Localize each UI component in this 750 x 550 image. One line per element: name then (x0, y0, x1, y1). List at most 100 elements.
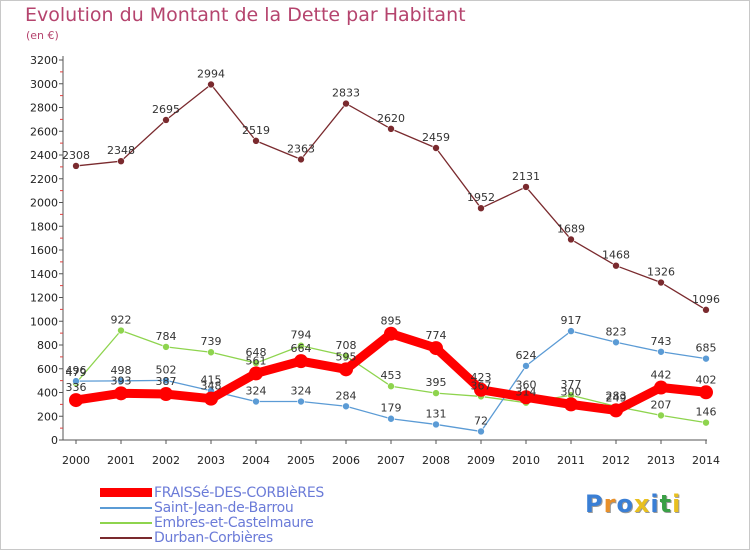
y-tick-label: 3000 (30, 78, 58, 91)
y-tick-label: 1000 (30, 315, 58, 328)
series-point-3 (477, 204, 485, 212)
y-tick-label: 1400 (30, 268, 58, 281)
legend-label-1: Saint-Jean-de-Barrou (154, 499, 294, 516)
series-point-3 (162, 116, 170, 124)
series-point-3 (522, 183, 530, 191)
data-label-0: 664 (291, 342, 312, 355)
series-point-1 (567, 327, 575, 335)
data-label-1: 324 (291, 385, 312, 398)
data-label-3: 2833 (332, 87, 360, 100)
legend-item-2: Embres-et-Castelmaure (100, 515, 324, 531)
y-tick-label: 2200 (30, 173, 58, 186)
chart-axes: 0 200 400 600 800 1000 1200 1400 1600 1800 2000 220… (30, 54, 720, 467)
series-point-0 (474, 382, 488, 397)
data-label-2: 283 (606, 389, 627, 402)
data-label-1: 685 (696, 342, 717, 355)
chart-data-labels: 336 393 387 348 561 664 595 895 774 423 360 300 249 4… (62, 67, 720, 427)
series-point-2 (657, 411, 665, 420)
y-tick-label: 200 (37, 410, 58, 423)
data-label-0: 249 (606, 391, 627, 404)
data-label-2: 708 (336, 339, 357, 352)
series-point-3 (612, 261, 620, 270)
data-label-0: 423 (471, 371, 492, 384)
series-point-1 (702, 354, 710, 363)
y-tick-label: 2400 (30, 149, 58, 162)
logo-letter: t (659, 490, 673, 518)
data-label-2: 922 (111, 314, 132, 327)
series-point-1 (477, 427, 485, 436)
series-point-0 (609, 403, 623, 418)
data-label-1: 624 (516, 349, 537, 362)
data-label-0: 402 (696, 373, 717, 386)
series-point-0 (114, 386, 128, 401)
y-tick-label: 2800 (30, 102, 58, 115)
legend-swatch-0 (100, 488, 152, 497)
series-point-2 (432, 389, 440, 397)
series-point-3 (432, 144, 440, 152)
series-point-1 (432, 420, 440, 429)
series-point-0 (564, 397, 578, 412)
logo-letter: i (650, 490, 660, 518)
series-point-0 (159, 387, 173, 402)
series-point-1 (657, 347, 665, 356)
y-tick-label: 600 (37, 363, 58, 376)
series-point-1 (117, 377, 125, 385)
data-label-2: 739 (201, 335, 222, 348)
series-point-0 (69, 393, 83, 408)
series-point-2 (387, 382, 395, 391)
data-label-2: 314 (516, 386, 537, 399)
series-point-2 (207, 348, 215, 357)
data-label-0: 561 (246, 354, 267, 367)
y-tick-label: 2600 (30, 125, 58, 138)
series-point-3 (567, 235, 575, 244)
series-point-0 (204, 391, 218, 406)
data-label-2: 146 (696, 406, 717, 419)
data-label-0: 393 (111, 374, 132, 387)
y-tick-label: 1800 (30, 220, 58, 233)
series-point-3 (387, 125, 395, 133)
series-point-0 (339, 362, 353, 377)
chart-subtitle: (en €) (26, 29, 59, 42)
x-tick-label: 2010 (512, 454, 540, 467)
chart-legend: FRAISSé-DES-CORBIèRES Saint-Jean-de-Barr… (100, 484, 324, 546)
logo-letter: P (585, 490, 604, 518)
legend-label-3: Durban-Corbières (154, 529, 273, 546)
series-point-1 (252, 397, 260, 406)
data-label-2: 648 (246, 346, 267, 359)
series-point-3 (342, 99, 350, 108)
x-tick-label: 2006 (332, 454, 360, 467)
series-point-1 (612, 338, 620, 347)
y-tick-label: 800 (37, 339, 58, 352)
logo-letter: r (603, 490, 617, 518)
data-label-1: 415 (201, 374, 222, 387)
y-tick-label: 0 (51, 434, 58, 447)
data-label-3: 1689 (557, 222, 585, 235)
x-tick-label: 2005 (287, 454, 315, 467)
x-tick-label: 2008 (422, 454, 450, 467)
data-label-0: 774 (426, 329, 447, 342)
data-label-3: 1096 (692, 293, 720, 306)
x-tick-label: 2004 (242, 454, 270, 467)
x-tick-label: 2000 (62, 454, 90, 467)
data-label-3: 1468 (602, 249, 630, 262)
series-point-2 (162, 343, 170, 351)
data-label-1: 498 (111, 364, 132, 377)
data-label-1: 502 (156, 363, 177, 376)
data-label-3: 2308 (62, 149, 90, 162)
series-point-0 (294, 354, 308, 369)
series-point-1 (387, 414, 395, 423)
data-label-0: 895 (381, 315, 402, 328)
series-point-1 (342, 402, 350, 411)
logo-letter: x (633, 490, 651, 518)
series-point-0 (519, 390, 533, 405)
y-tick-label: 400 (37, 387, 58, 400)
data-label-2: 207 (651, 398, 672, 411)
data-label-3: 2994 (197, 67, 225, 80)
data-label-0: 387 (156, 375, 177, 388)
legend-label-0: FRAISSé-DES-CORBIèRES (154, 484, 324, 501)
x-tick-label: 2011 (557, 454, 585, 467)
x-tick-label: 2001 (107, 454, 135, 467)
data-label-3: 2131 (512, 170, 540, 183)
series-point-2 (342, 352, 350, 360)
logo-letter: i (672, 490, 682, 518)
